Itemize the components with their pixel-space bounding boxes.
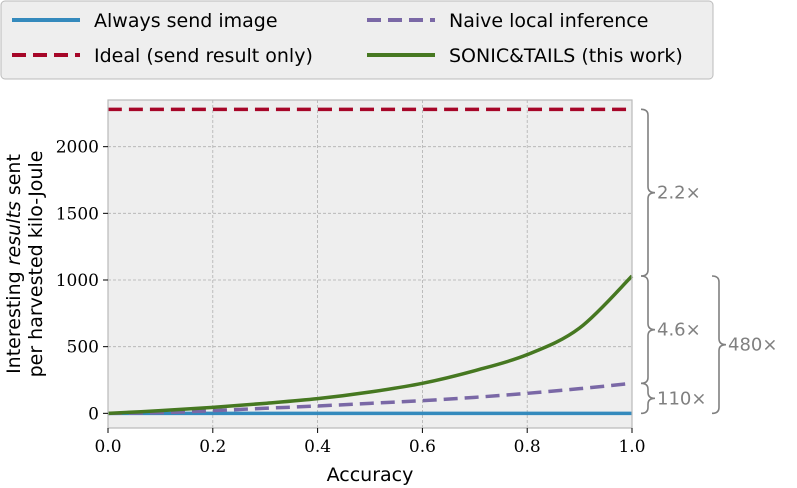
x-tick-label: 0.4: [304, 437, 331, 457]
x-tick-label: 0.6: [409, 437, 436, 457]
plot-area: [108, 100, 632, 428]
y-tick-label: 500: [67, 338, 99, 358]
x-tick-label: 0.2: [199, 437, 226, 457]
x-tick-label: 0.0: [94, 437, 121, 457]
y-tick-label: 0: [88, 404, 99, 424]
x-tick-label: 0.8: [514, 437, 541, 457]
series-line-sonic-tails-this-work: [107, 274, 634, 416]
brace-label: 110×: [657, 388, 706, 409]
brace-label: 480×: [728, 335, 777, 356]
series-line-naive-local-inference: [107, 381, 633, 416]
brace-label: 2.2×: [657, 183, 701, 204]
legend-frame: [0, 0, 714, 80]
y-axis-label: Interesting results sent per harvested k…: [3, 151, 47, 378]
axis-ticks: 0.0 0.2 0.4 0.6 0.8 1.0 0 500 1000 1500 2000: [56, 138, 646, 457]
y-axis-label-line2: per harvested kilo-Joule: [25, 151, 47, 378]
series-lines: [107, 107, 634, 416]
y-tick-label: 1000: [56, 271, 99, 291]
y-tick-label: 1500: [56, 204, 99, 224]
legend-label-ideal: Ideal (send result only): [94, 45, 313, 67]
brace-2.2x: [640, 108, 656, 277]
brace-480x: [711, 275, 727, 415]
y-tick-label: 2000: [56, 138, 99, 158]
legend-label-sonic: SONIC&TAILS (this work): [449, 45, 683, 67]
x-axis-label: Accuracy: [327, 464, 414, 486]
ratio-annotations: 2.2× 4.6× 110× 480×: [640, 108, 777, 415]
legend: Always send image Ideal (send result onl…: [0, 0, 714, 80]
plot-frame: [107, 99, 633, 429]
brace-110x: [640, 382, 656, 415]
x-tick-label: 1.0: [618, 437, 645, 457]
brace-4.6x: [640, 275, 656, 385]
legend-label-naive: Naive local inference: [449, 10, 648, 32]
brace-label: 4.6×: [657, 320, 701, 341]
y-axis-label-line1: Interesting results sent: [3, 154, 25, 374]
legend-label-always-send: Always send image: [94, 10, 278, 32]
